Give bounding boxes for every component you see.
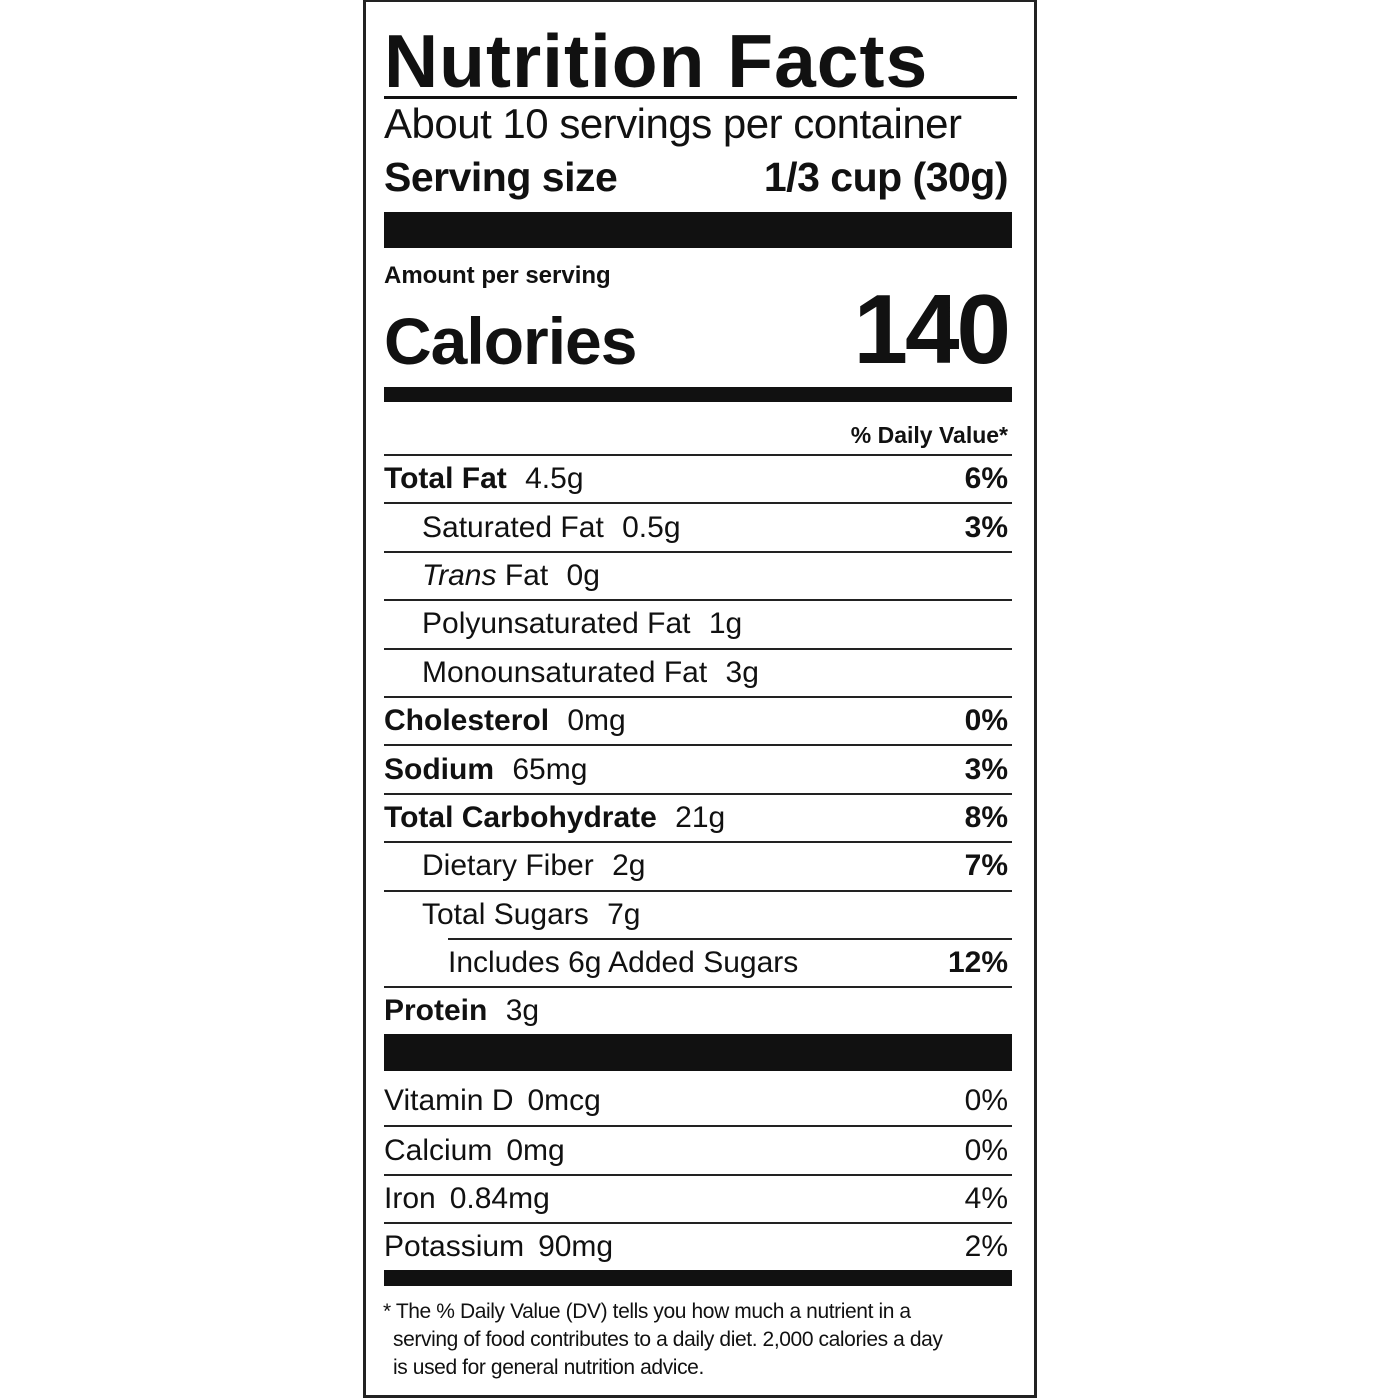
vitamin-row: Potassium 90mg 2% (384, 1222, 1012, 1270)
nutrient-amount: 65mg (512, 752, 588, 786)
nutrient-list: Total Fat 4.5g 6% Saturated Fat 0.5g 3% Tran… (384, 454, 1012, 1035)
footnote: * The % Daily Value (DV) tells you how m… (383, 1298, 943, 1382)
vitamin-label: Calcium (384, 1133, 493, 1167)
nutrient-daily-value: 3% (964, 510, 1008, 544)
amount-per-serving: Amount per serving (384, 262, 611, 289)
nutrient-label: Fat (504, 558, 549, 592)
vitamin-list: Vitamin D 0mcg 0% Calcium 0mg 0% Iron 0.84mg 4% P… (384, 1077, 1012, 1271)
serving-size: Serving size 1/3 cup (30g) (384, 154, 1009, 201)
nutrient-label: Dietary Fiber (422, 849, 594, 883)
nutrient-amount: 21g (675, 800, 726, 834)
vitamin-amount: 90mg (538, 1230, 614, 1264)
nutrient-amount: 2g (612, 849, 646, 883)
nutrient-name: Saturated Fat 0.5g (422, 511, 681, 545)
nutrient-name: Includes 6g Added Sugars (448, 946, 798, 980)
nutrient-name: Total Carbohydrate 21g (384, 801, 725, 835)
calories: Calories 140 (384, 274, 1011, 384)
nutrient-row: Dietary Fiber 2g 7% (384, 841, 1012, 889)
vitamin-name: Calcium 0mg (384, 1134, 565, 1168)
nutrient-amount: 0g (566, 558, 600, 592)
nutrient-daily-value: 7% (964, 849, 1008, 883)
nutrient-row: Includes 6g Added Sugars 12% (448, 937, 1012, 986)
nutrient-label: Saturated Fat (422, 510, 604, 544)
vitamin-daily-value: 0% (964, 1133, 1008, 1167)
nutrient-label: Total Sugars (422, 897, 589, 931)
nutrient-name: Dietary Fiber 2g (422, 849, 645, 883)
footnote-text: * The % Daily Value (DV) tells you how m… (383, 1300, 943, 1379)
serving-size-value: 1/3 cup (30g) (763, 154, 1009, 200)
nutrient-amount: 3g (725, 655, 759, 689)
vitamin-label: Potassium (384, 1230, 525, 1264)
nutrient-row: Saturated Fat 0.5g 3% (384, 502, 1012, 550)
nutrient-name-italic: Trans (422, 558, 497, 592)
nutrient-label: Polyunsaturated Fat (422, 607, 691, 641)
nutrient-amount: 0mg (567, 704, 626, 738)
nutrient-name: Polyunsaturated Fat 1g (422, 607, 742, 641)
vitamin-name: Vitamin D 0mcg (384, 1084, 601, 1118)
nutrient-label: Total Fat (384, 462, 507, 496)
nutrient-row: Total Sugars 7g (384, 889, 1012, 938)
nutrient-name: Monounsaturated Fat 3g (422, 656, 759, 690)
nutrient-daily-value: 0% (964, 704, 1008, 738)
nutrient-name: Total Sugars 7g (422, 898, 640, 932)
vitamin-label: Vitamin D (384, 1084, 514, 1118)
nutrition-label-border (363, 0, 1037, 1398)
nutrient-daily-value: 12% (947, 946, 1008, 980)
nutrient-label: Total Carbohydrate (384, 800, 657, 834)
vitamin-row: Calcium 0mg 0% (384, 1125, 1012, 1173)
nutrient-label: Includes 6g Added Sugars (448, 946, 799, 980)
nutrient-row: Sodium 65mg 3% (384, 744, 1012, 792)
nutrient-row: Monounsaturated Fat 3g (384, 647, 1012, 696)
vitamin-name: Potassium 90mg (384, 1230, 613, 1264)
vitamin-row: Vitamin D 0mcg 0% (384, 1077, 1012, 1125)
nutrient-label: Protein (384, 994, 488, 1028)
thick-bar (384, 1034, 1012, 1071)
medium-bar (384, 1270, 1012, 1286)
vitamin-name: Iron 0.84mg (384, 1182, 550, 1216)
nutrient-daily-value: 6% (964, 462, 1008, 496)
nutrient-label: Sodium (384, 752, 494, 786)
nutrient-row: Trans Fat 0g (384, 550, 1012, 599)
vitamin-amount: 0.84mg (449, 1181, 550, 1215)
vitamin-label: Iron (384, 1181, 436, 1215)
nutrient-row: Protein 3g (384, 986, 1012, 1034)
vitamin-daily-value: 0% (964, 1084, 1008, 1118)
medium-bar (384, 387, 1012, 402)
nutrient-label: Cholesterol (384, 704, 550, 738)
serving-size-label: Serving size (384, 154, 618, 200)
nutrient-name: Cholesterol 0mg (384, 704, 626, 738)
vitamin-amount: 0mg (506, 1133, 565, 1167)
nutrient-label: Monounsaturated Fat (422, 655, 708, 689)
vitamin-daily-value: 4% (964, 1181, 1008, 1215)
nutrient-amount: 1g (708, 607, 743, 641)
vitamin-daily-value: 2% (964, 1230, 1008, 1264)
nutrient-name: Total Fat 4.5g (384, 462, 584, 496)
label-title: Nutrition Facts (384, 19, 929, 103)
divider (384, 96, 1017, 99)
nutrient-amount: 3g (505, 994, 540, 1028)
nutrient-daily-value: 3% (964, 752, 1008, 786)
servings-per-container: About 10 servings per container (384, 100, 962, 147)
vitamin-amount: 0mcg (527, 1084, 601, 1118)
nutrient-row: Polyunsaturated Fat 1g (384, 599, 1012, 647)
calories-value: 140 (853, 274, 1011, 384)
nutrient-row: Total Carbohydrate 21g 8% (384, 792, 1012, 841)
nutrient-name: Protein 3g (384, 994, 539, 1028)
nutrient-amount: 4.5g (525, 462, 584, 496)
thick-bar (384, 212, 1012, 248)
nutrient-amount: 0.5g (622, 510, 681, 544)
calories-label: Calories (384, 304, 637, 378)
nutrient-amount: 7g (607, 897, 641, 931)
daily-value-header: % Daily Value* (850, 422, 1008, 448)
nutrient-name: Trans Fat 0g (422, 559, 600, 593)
vitamin-row: Iron 0.84mg 4% (384, 1173, 1012, 1222)
nutrient-daily-value: 8% (964, 800, 1008, 834)
nutrient-row: Cholesterol 0mg 0% (384, 695, 1012, 744)
nutrient-row: Total Fat 4.5g 6% (384, 454, 1012, 502)
nutrient-name: Sodium 65mg (384, 753, 587, 787)
